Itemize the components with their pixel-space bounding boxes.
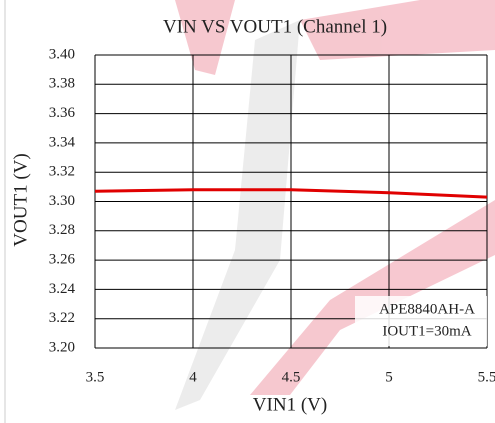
- y-tick-label: 3.28: [49, 222, 75, 238]
- x-tick-label: 5: [385, 369, 393, 385]
- annotation: IOUT1=30mA: [382, 323, 471, 339]
- x-tick-label: 5.5: [478, 369, 495, 385]
- x-axis-label: VIN1 (V): [253, 394, 327, 415]
- y-tick-label: 3.20: [49, 339, 75, 355]
- y-tick-label: 3.38: [49, 76, 75, 92]
- annotation: APE8840AH-A: [379, 301, 475, 317]
- watermark-shape: [175, 20, 300, 410]
- x-tick-label: 4.5: [282, 369, 301, 385]
- y-tick-label: 3.36: [49, 105, 76, 121]
- watermark-shape: [175, 0, 235, 75]
- annotation-box: [355, 296, 487, 346]
- y-tick-label: 3.40: [49, 46, 75, 62]
- y-tick-label: 3.24: [49, 281, 76, 297]
- x-tick-label: 4: [189, 369, 197, 385]
- chart-title: VIN VS VOUT1 (Channel 1): [163, 16, 387, 37]
- y-tick-label: 3.34: [49, 134, 76, 150]
- y-tick-label: 3.30: [49, 193, 75, 209]
- y-axis-label: VOUT1 (V): [10, 153, 31, 246]
- data-line: [94, 188, 488, 199]
- x-tick-label: 3.5: [86, 369, 105, 385]
- watermark-shape: [300, 0, 495, 60]
- y-tick-label: 3.22: [49, 310, 75, 326]
- y-tick-label: 3.32: [49, 164, 75, 180]
- y-tick-label: 3.26: [49, 252, 76, 268]
